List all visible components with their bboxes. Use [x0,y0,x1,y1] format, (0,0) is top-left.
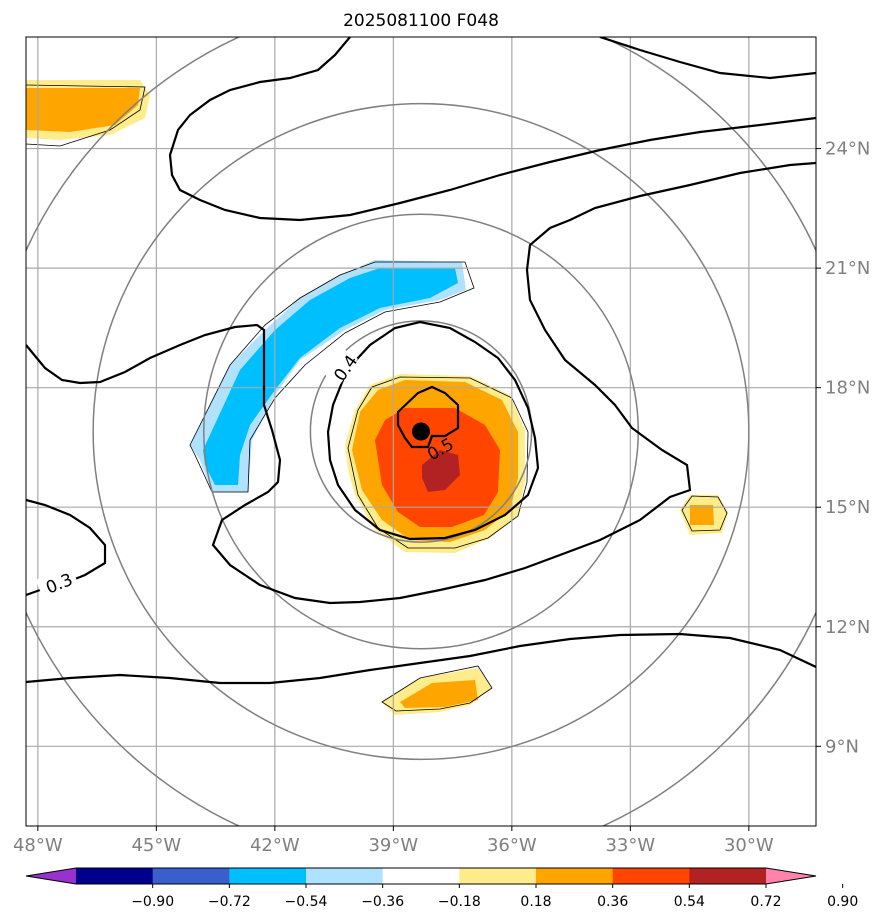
contour-line [26,632,816,685]
colorbar-segment [689,868,767,884]
shading-contour-edge [681,495,728,532]
x-tick-label: 45°W [131,835,181,856]
range-rings [26,37,816,826]
y-tick-label: 21°N [825,258,870,279]
colorbar-tick-label: 0.54 [674,894,705,910]
x-tick-label: 36°W [487,835,537,856]
shading-contour-edge [381,665,493,712]
colorbar-extend-low [26,868,76,884]
colorbar-segment [536,868,614,884]
contour-line [396,385,460,449]
colorbar-segment [459,868,537,884]
range-ring [92,102,750,761]
x-tick-label: 33°W [605,835,655,856]
colorbar-tick-label: 0.36 [597,894,628,910]
contour-lines [26,37,816,685]
colorbar-tick-label: −0.54 [285,894,328,910]
colorbar-segment [382,868,460,884]
shading-dark-red [422,450,460,492]
colorbar: −0.90 −0.72 −0.54 −0.36 −0.18 0.18 0.36 0.54 0.7… [25,867,858,910]
x-tick-label: 39°W [368,835,418,856]
shading-contour-edge [26,84,146,147]
colorbar-tick-label: 0.90 [827,894,858,910]
y-tick-label: 15°N [825,497,870,518]
contour-line [326,320,540,541]
shading-orange [690,505,714,525]
range-ring [309,320,533,543]
shading-blue [203,268,458,485]
y-tick-label: 12°N [825,617,870,638]
y-axis: 24°N 21°N 18°N 15°N 12°N 9°N [816,139,870,757]
shading-orange [400,680,478,708]
y-tick-label: 24°N [825,139,870,160]
chart-title: 2025081100 F048 [343,11,499,31]
x-tick-label: 42°W [250,835,300,856]
storm-center-marker [412,422,430,441]
colorbar-segment [152,868,230,884]
colorbar-extend-high [766,868,816,884]
x-tick-label: 30°W [724,835,774,856]
colorbar-tick-label: −0.18 [438,894,481,910]
shading-orange [26,88,140,132]
contour-line [26,161,816,605]
x-tick-label: 48°W [13,835,63,856]
colorbar-tick-label: 0.18 [520,894,551,910]
colorbar-segment [76,868,154,884]
colorbar-tick-label: 0.72 [750,894,781,910]
y-tick-label: 18°N [825,378,870,399]
colorbar-tick-label: −0.72 [208,894,251,910]
contour-line [168,37,816,222]
map-area: 0.3 0.4 0.5 [26,37,816,826]
colorbar-tick-label: −0.36 [361,894,404,910]
colorbar-segment [229,868,307,884]
map-frame [25,36,817,827]
shading-contour-edge [189,261,475,493]
x-axis: 48°W 45°W 42°W 39°W 36°W 33°W 30°W [13,826,774,856]
colorbar-tick-label: −0.90 [131,894,174,910]
y-tick-label: 9°N [825,736,859,757]
colorbar-segment [306,868,384,884]
shading-contour-edge [347,376,529,549]
contour-line [599,37,816,80]
colorbar-segment [612,868,690,884]
colorbar-outline [25,867,817,885]
